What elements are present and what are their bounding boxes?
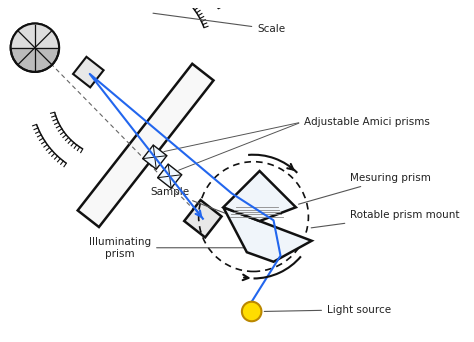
Text: Sample: Sample xyxy=(150,187,234,216)
Text: Scale: Scale xyxy=(153,13,285,34)
Polygon shape xyxy=(157,164,182,188)
Polygon shape xyxy=(73,57,104,87)
Text: Mesuring prism: Mesuring prism xyxy=(299,173,431,204)
Wedge shape xyxy=(11,24,59,48)
Polygon shape xyxy=(223,207,312,262)
Circle shape xyxy=(11,24,59,72)
Text: Illuminating
prism: Illuminating prism xyxy=(89,237,262,259)
Text: Adjustable Amici prisms: Adjustable Amici prisms xyxy=(304,117,429,127)
Polygon shape xyxy=(78,64,213,227)
Text: Light source: Light source xyxy=(264,305,391,315)
Circle shape xyxy=(242,302,262,321)
Text: Rotable prism mount: Rotable prism mount xyxy=(311,210,460,228)
Polygon shape xyxy=(223,171,296,221)
Polygon shape xyxy=(184,200,221,237)
Polygon shape xyxy=(143,145,167,169)
